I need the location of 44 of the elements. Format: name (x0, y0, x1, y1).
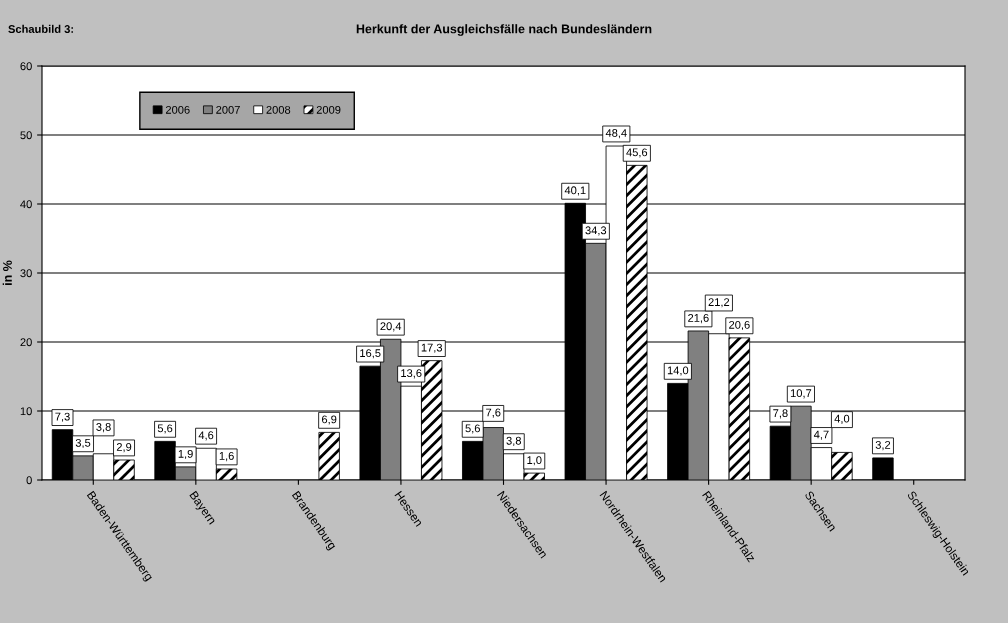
data-label: 1,0 (527, 456, 542, 466)
legend-label: 2008 (266, 105, 291, 114)
data-label: 5,6 (157, 424, 173, 434)
data-label: 45,6 (626, 148, 648, 158)
data-label: 1,6 (219, 452, 234, 462)
y-tick-label: 20 (20, 338, 32, 347)
data-label: 4,0 (834, 414, 850, 424)
y-tick-label: 30 (20, 269, 32, 278)
text: Schaubild 3: (8, 24, 73, 33)
data-label: 20,6 (729, 320, 750, 331)
data-label: 16,5 (360, 349, 381, 359)
data-label: 1,9 (178, 449, 193, 460)
data-label: 34,3 (585, 226, 607, 236)
legend-label: 2007 (216, 105, 240, 114)
y-tick-label: 60 (20, 62, 32, 71)
data-label: 7,8 (773, 409, 788, 419)
data-label: 7,3 (55, 412, 70, 422)
y-tick-label: 40 (20, 200, 32, 209)
y-axis-title: in % (2, 260, 12, 285)
y-tick-label: 50 (20, 131, 32, 140)
data-label: 7,6 (486, 408, 501, 418)
data-label: 21,2 (708, 298, 730, 308)
chart-title: Herkunft der Ausgleichsfälle nach Bundesländern (356, 24, 652, 36)
data-label: 5,6 (465, 424, 480, 434)
data-label: 3,8 (96, 423, 111, 433)
data-label: 4,6 (198, 431, 214, 441)
data-label: 3,8 (506, 436, 521, 446)
data-label: 21,6 (688, 314, 709, 324)
data-label: 20,4 (380, 322, 402, 332)
data-label: 3,2 (875, 440, 891, 451)
data-label: 14,0 (667, 366, 689, 376)
legend-label: 2009 (316, 105, 341, 114)
data-label: 4,7 (813, 430, 829, 440)
data-label: 40,1 (564, 186, 586, 196)
data-label: 3,5 (75, 438, 91, 449)
data-label: 48,4 (605, 129, 627, 139)
y-tick-label: 10 (20, 407, 32, 416)
data-label: 17,3 (421, 343, 443, 353)
data-label: 6,9 (322, 415, 337, 425)
y-tick-label: 0 (26, 476, 32, 485)
data-label: 2,9 (116, 443, 132, 453)
legend-label: 2006 (165, 105, 190, 114)
data-label: 10,7 (790, 389, 812, 399)
data-label: 13,6 (401, 369, 422, 379)
